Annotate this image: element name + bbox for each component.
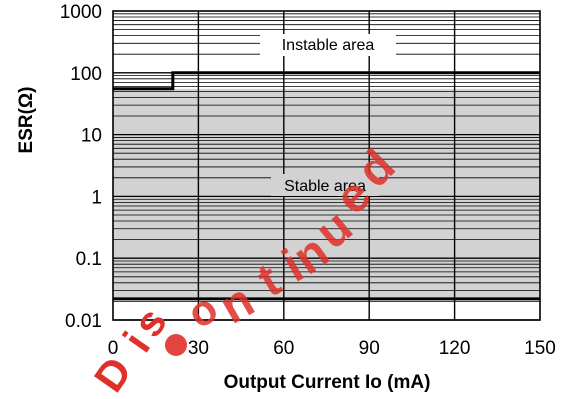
x-tick-label: 150 (524, 338, 556, 359)
x-tick-label: 90 (359, 338, 380, 359)
instable-area-label-background (260, 34, 396, 56)
plot-area (112, 10, 541, 321)
stable-area-label: Stable area (284, 178, 366, 195)
x-tick-label: 30 (188, 338, 209, 359)
x-axis-tick-labels: 0 30 60 90 120 150 (108, 338, 556, 359)
y-tick-label: 1000 (60, 2, 102, 23)
region-labels: Instable area Stable area (260, 34, 396, 196)
x-axis-title: Output Current Io (mA) (224, 372, 431, 393)
x-tick-label: 0 (108, 338, 119, 359)
instable-area-label: Instable area (282, 37, 375, 54)
horizontal-grid (113, 13, 540, 321)
y-axis-title: ESR(Ω) (16, 87, 37, 154)
y-tick-label: 10 (81, 126, 102, 147)
y-tick-label: 0.01 (65, 311, 102, 332)
x-tick-label: 120 (439, 338, 471, 359)
x-tick-label: 60 (273, 338, 294, 359)
watermark-letter-c (165, 334, 187, 356)
plot-frame (112, 10, 541, 321)
watermark-letter-d: D (85, 348, 141, 399)
y-tick-label: 1 (91, 187, 102, 208)
y-tick-label: 0.1 (76, 249, 102, 270)
stable-area-label-background (271, 174, 379, 196)
stable-upper-boundary-line (113, 71, 540, 91)
y-tick-label: 100 (70, 64, 102, 85)
y-axis-tick-labels: 0.01 0.1 1 10 100 1000 (60, 2, 102, 332)
vertical-grid (197, 11, 456, 320)
